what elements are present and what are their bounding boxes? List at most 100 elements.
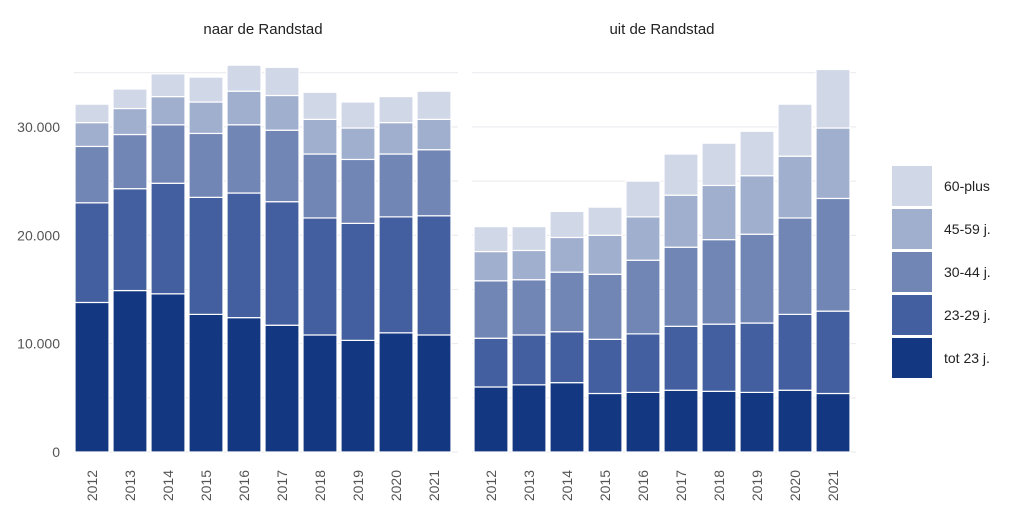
bar-segment (701, 323, 737, 392)
bar-segment (739, 175, 775, 235)
bar-segment (511, 384, 547, 453)
legend: 60-plus 45-59 j. 30-44 j. 23-29 j. tot 23 j. (892, 166, 991, 378)
bar-segment (226, 124, 262, 194)
bar-segment (663, 389, 699, 453)
x-tick-label: 2020 (787, 470, 803, 501)
x-tick-label: 2013 (122, 470, 138, 501)
bar-segment (74, 103, 110, 124)
bar-segment (74, 301, 110, 453)
legend-swatch (892, 209, 932, 249)
legend-label: 45-59 j. (944, 221, 991, 237)
bar-segment (302, 334, 338, 453)
bar-segment (473, 337, 509, 388)
x-tick-label: 2014 (559, 470, 575, 501)
bar-segment (188, 101, 224, 135)
x-tick-label: 2018 (711, 470, 727, 501)
y-tick-label: 30.000 (17, 119, 60, 135)
bar-segment (378, 216, 414, 334)
x-tick-label: 2018 (312, 470, 328, 501)
bar-segment (663, 325, 699, 391)
bar-segment (112, 188, 148, 292)
bar-segment (74, 202, 110, 304)
x-tick-label: 2013 (521, 470, 537, 501)
legend-label: 23-29 j. (944, 307, 991, 323)
bar-segment (74, 145, 110, 204)
bar-segment (625, 333, 661, 394)
bar-segment (777, 103, 813, 157)
y-tick-label: 20.000 (17, 227, 60, 243)
x-tick-label: 2017 (673, 470, 689, 501)
bar-segment (112, 289, 148, 453)
bar-segment (511, 279, 547, 336)
x-tick-label: 2012 (483, 470, 499, 501)
bar-segment (416, 90, 452, 120)
bar-segment (587, 206, 623, 236)
bar-segment (416, 334, 452, 453)
bar-segment (739, 233, 775, 324)
bar-segment (416, 149, 452, 217)
legend-swatch (892, 252, 932, 292)
bar-segment (416, 215, 452, 336)
x-tick-label: 2017 (274, 470, 290, 501)
x-tick-label: 2021 (426, 470, 442, 501)
bar-segment (378, 153, 414, 218)
bar-segment (188, 76, 224, 103)
bar-segment (473, 386, 509, 453)
bar-segment (815, 310, 851, 395)
bar-segment (264, 66, 300, 97)
bar-segment (473, 226, 509, 253)
bar-segment (378, 95, 414, 124)
x-tick-label: 2019 (350, 470, 366, 501)
x-tick-label: 2021 (825, 470, 841, 501)
legend-swatch (892, 338, 932, 378)
bar-segment (549, 210, 585, 239)
panel-title-left: naar de Randstad (203, 21, 322, 38)
bar-segment (150, 124, 186, 184)
bar-segment (112, 88, 148, 110)
bar-segment (739, 322, 775, 394)
bar-segment (663, 153, 699, 196)
bar-segment (302, 91, 338, 120)
bar-segment (74, 121, 110, 148)
bar-segment (815, 197, 851, 312)
bar-segment (701, 239, 737, 325)
bar-segment (739, 391, 775, 453)
axis-layer: 2012 2013 2014 2015 2016 2017 2018 2019 2020 2021… (17, 119, 841, 501)
bar-segment (302, 153, 338, 219)
bar-segment (625, 391, 661, 453)
bar-segment (188, 313, 224, 453)
bar-segment (511, 334, 547, 386)
x-tick-label: 2016 (236, 470, 252, 501)
bar-segment (226, 64, 262, 92)
bar-segment (150, 73, 186, 98)
bar-segment (302, 118, 338, 155)
x-tick-label: 2020 (388, 470, 404, 501)
bar-segment (663, 246, 699, 327)
y-tick-label: 0 (52, 444, 60, 460)
bar-segment (226, 192, 262, 319)
bar-segment (549, 331, 585, 384)
x-tick-label: 2015 (597, 470, 613, 501)
x-tick-label: 2014 (160, 470, 176, 501)
bar-segment (777, 217, 813, 315)
bar-segment (302, 217, 338, 336)
bar-segment (264, 129, 300, 203)
bar-segment (777, 389, 813, 453)
bar-segment (150, 182, 186, 295)
bar-segment (112, 107, 148, 136)
bar-segment (112, 133, 148, 190)
bar-segment (340, 127, 376, 161)
bar-segment (701, 142, 737, 187)
bar-segment (511, 226, 547, 252)
bar-segment (587, 273, 623, 340)
bar-segment (701, 390, 737, 453)
bar-segment (587, 392, 623, 453)
bar-segment (815, 127, 851, 200)
x-tick-label: 2015 (198, 470, 214, 501)
x-tick-label: 2016 (635, 470, 651, 501)
bar-segment (378, 121, 414, 155)
bar-segment (340, 222, 376, 341)
legend-label: 30-44 j. (944, 264, 991, 280)
bar-segment (739, 130, 775, 177)
bar-segment (378, 332, 414, 453)
